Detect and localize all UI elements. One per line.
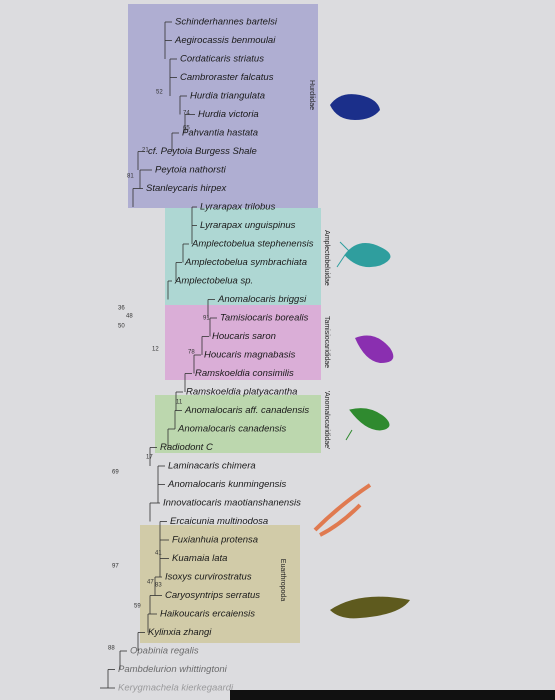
taxon-label: Anomalocaris aff. canadensis <box>184 405 309 416</box>
node-support: 48 <box>126 314 133 320</box>
taxon-label: Cambroraster falcatus <box>180 72 274 83</box>
euarthropod-silhouette <box>330 596 410 619</box>
taxon-label: Isoxys curvirostratus <box>165 572 252 583</box>
anomalocarididae-box <box>155 395 321 453</box>
node-support: 36 <box>118 306 125 312</box>
taxon-label: Houcaris saron <box>212 331 276 342</box>
euarthropoda-box <box>140 525 300 643</box>
node-support: 47 <box>147 580 154 586</box>
taxon-label: Pahvantia hastata <box>182 128 258 139</box>
node-support: 91 <box>203 316 210 322</box>
innovatiocaris-silhouette <box>313 483 372 537</box>
taxon-label: Fuxianhuia protensa <box>172 535 258 546</box>
node-support: 52 <box>156 90 163 96</box>
taxon-label: Anomalocaris briggsi <box>217 294 307 305</box>
taxon-label: Anomalocaris kunmingensis <box>167 479 287 490</box>
node-support: 59 <box>134 604 141 610</box>
taxon-label: Houcaris magnabasis <box>204 350 296 361</box>
node-support: 50 <box>118 324 125 330</box>
taxon-label: Kuamaia lata <box>172 553 227 564</box>
page-edge <box>230 690 555 700</box>
hurdiid-silhouette <box>330 94 380 120</box>
node-support: 65 <box>183 126 190 132</box>
hurdiidae-box <box>128 4 318 208</box>
taxon-label: Tamisiocaris borealis <box>220 313 309 324</box>
taxon-label: Laminacaris chimera <box>168 461 256 472</box>
node-support: 88 <box>108 646 115 652</box>
clade-label: 'Anomalocarididae' <box>323 391 330 450</box>
taxon-label: Anomalocaris canadensis <box>177 424 287 435</box>
node-support: 74 <box>183 111 190 117</box>
node-support: 41 <box>155 551 162 557</box>
node-support: 21 <box>142 148 149 154</box>
taxon-label: Haikoucaris ercaiensis <box>160 609 255 620</box>
taxon-label: Ramskoeldia consimilis <box>195 368 294 379</box>
taxon-label: Schinderhannes bartelsi <box>175 17 278 28</box>
node-support: 81 <box>127 174 134 180</box>
taxon-label: Pambdelurion whittingtoni <box>118 664 228 675</box>
taxon-label: Hurdia triangulata <box>190 91 265 102</box>
node-support: 83 <box>155 583 162 589</box>
taxon-label: Stanleycaris hirpex <box>146 183 228 194</box>
taxon-label: Hurdia victoria <box>198 109 259 120</box>
taxon-label: Amplectobelua sp. <box>174 276 253 287</box>
clade-label: Tamisiocarididae <box>323 316 330 368</box>
node-support: 17 <box>146 455 153 461</box>
taxon-label: Innovatiocaris maotianshanensis <box>163 498 301 509</box>
node-support: 78 <box>188 350 195 356</box>
taxon-label: Amplectobelua symbrachiata <box>184 257 307 268</box>
taxon-label: Kylinxia zhangi <box>148 627 212 638</box>
taxon-label: Lyrarapax trilobus <box>200 202 276 213</box>
tamisiocaridid-silhouette <box>355 335 394 363</box>
taxon-label: Cordaticaris striatus <box>180 54 264 65</box>
taxon-label: Ercaicunia multinodosa <box>170 516 268 527</box>
taxon-label: cf. Peytoia Burgess Shale <box>148 146 257 157</box>
amplectobeluid-silhouette <box>336 241 391 268</box>
taxon-label: Radiodont C <box>160 442 213 453</box>
taxon-label: Kerygmachela kierkegaardi <box>118 683 234 694</box>
node-support: 69 <box>112 470 119 476</box>
clade-label: Euarthropoda <box>279 559 286 602</box>
taxon-label: Ramskoeldia platyacantha <box>186 387 297 398</box>
node-support: 97 <box>112 564 119 570</box>
taxon-label: Caryosyntrips serratus <box>165 590 260 601</box>
taxon-label: Aegirocassis benmoulai <box>174 35 276 46</box>
tamisiocarididae-box <box>165 305 321 380</box>
taxon-label: Opabinia regalis <box>130 646 199 657</box>
clade-label: Hurdiidae <box>308 80 315 110</box>
taxon-label: Lyrarapax unguispinus <box>200 220 296 231</box>
taxon-label: Peytoia nathorsti <box>155 165 227 176</box>
node-support: 12 <box>152 347 159 353</box>
tree-lines <box>100 21 217 689</box>
taxon-label: Amplectobelua stephenensis <box>191 239 314 250</box>
anomalocaridid-silhouette <box>345 408 390 441</box>
amplectobeluidae-box <box>165 208 321 305</box>
node-support: 11 <box>176 400 183 406</box>
clade-label: Amplectobeluidae <box>323 230 330 286</box>
